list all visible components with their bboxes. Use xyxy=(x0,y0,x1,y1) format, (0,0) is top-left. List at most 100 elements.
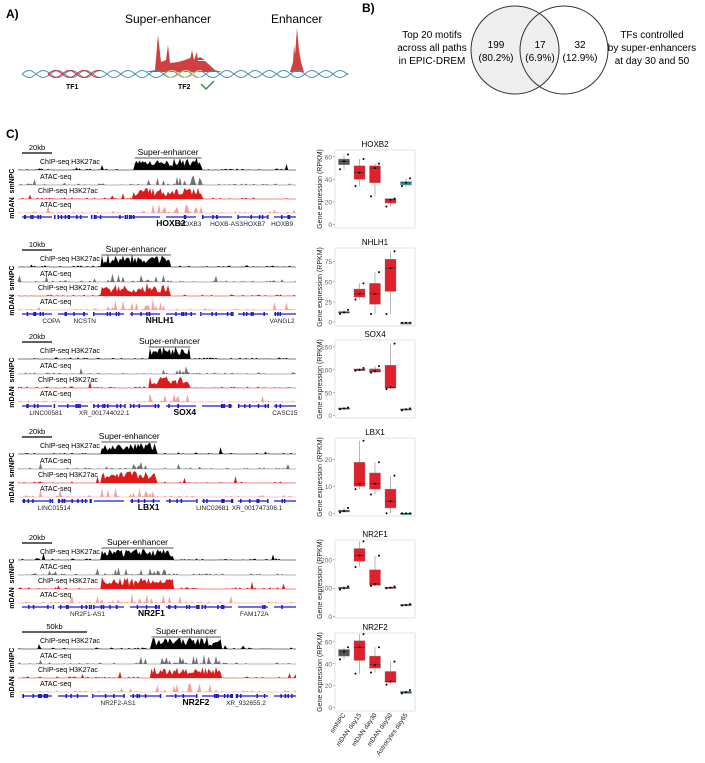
gene-label: XR_001747306.1 xyxy=(232,505,283,512)
exon-mark xyxy=(93,215,96,219)
exon-mark xyxy=(81,605,83,609)
exon-mark xyxy=(281,605,283,609)
exon-mark xyxy=(263,312,265,316)
tf2-binding-region xyxy=(164,69,203,79)
focus-gene-label: HOXB2 xyxy=(156,218,186,228)
track-label: ATAC-seq xyxy=(40,391,71,398)
track-label: ATAC-seq xyxy=(40,486,71,493)
exon-mark xyxy=(115,312,118,316)
exon-mark xyxy=(168,605,170,609)
exon-mark xyxy=(267,404,270,408)
signal-track xyxy=(17,393,296,403)
data-point xyxy=(405,321,407,324)
exon-mark xyxy=(103,404,106,408)
exon-mark xyxy=(202,499,205,503)
exon-mark xyxy=(221,499,224,503)
exon-mark xyxy=(140,312,142,316)
exon-mark xyxy=(133,404,135,408)
box-2 xyxy=(369,655,381,669)
focus-gene-label: LBX1 xyxy=(138,502,160,512)
gene-label: LINC00581 xyxy=(29,410,62,417)
panel-label-a: A) xyxy=(6,7,19,21)
exon-mark xyxy=(216,215,218,219)
exon-mark xyxy=(92,694,94,698)
signal-track xyxy=(17,637,296,650)
data-point xyxy=(343,311,345,314)
exon-mark xyxy=(280,215,283,219)
super-enhancer-label: Super-enhancer xyxy=(138,147,199,157)
exon-mark xyxy=(287,215,289,219)
exon-mark xyxy=(267,499,269,503)
cell-label-mdan: mDAN xyxy=(9,587,16,608)
exon-mark xyxy=(27,404,29,408)
track-label: ChIP-seq H3K27ac xyxy=(40,549,100,556)
exon-mark xyxy=(230,694,232,698)
data-point xyxy=(354,565,357,568)
exon-mark xyxy=(244,404,246,408)
locus-nr2f2: 50kb Super-enhancer smNPC mDAN ChIP-seq H3K2… xyxy=(9,622,297,707)
gene-label: VANGL2 xyxy=(270,318,296,325)
y-tick-label: 75 xyxy=(325,259,333,266)
exon-mark xyxy=(118,312,120,316)
y-tick-label: 40 xyxy=(325,177,333,184)
cell-label-smnpc: smNPC xyxy=(9,266,16,291)
exon-mark xyxy=(240,499,242,503)
venn-left-label: in EPIC-DREM xyxy=(399,56,466,67)
exon-mark xyxy=(264,404,267,408)
exon-mark xyxy=(47,605,49,609)
track-label: ChIP-seq H3K27ac xyxy=(40,256,100,263)
exon-mark xyxy=(51,499,54,503)
data-point xyxy=(358,368,361,371)
data-point xyxy=(347,506,349,509)
exon-mark xyxy=(39,312,42,316)
track-label: ChIP-seq H3K27ac xyxy=(38,578,98,585)
signal-track xyxy=(17,461,296,470)
exon-mark xyxy=(185,312,187,316)
exon-mark xyxy=(52,605,55,609)
venn-left-label: across all paths xyxy=(397,43,466,54)
cell-label-mdan: mDAN xyxy=(9,676,16,697)
track-label: ChIP-seq H3K27ac xyxy=(38,667,98,674)
exon-mark xyxy=(143,499,146,503)
data-point xyxy=(374,167,376,170)
super-enhancer-label: Super-enhancer xyxy=(106,244,167,254)
exon-mark xyxy=(102,404,104,408)
exon-mark xyxy=(184,215,186,219)
exon-mark xyxy=(277,312,279,316)
data-point xyxy=(354,488,357,491)
exon-mark xyxy=(237,215,239,219)
exon-mark xyxy=(93,605,95,609)
exon-mark xyxy=(258,215,261,219)
scale-label: 20kb xyxy=(29,427,45,436)
track-label: ATAC-seq xyxy=(40,458,71,465)
exon-mark xyxy=(124,404,126,408)
track-label: ATAC-seq xyxy=(40,363,71,370)
exon-mark xyxy=(186,605,188,609)
data-point xyxy=(354,369,357,372)
exon-mark xyxy=(116,404,118,408)
exon-mark xyxy=(43,694,46,698)
data-point xyxy=(374,582,376,585)
track-label: ChIP-seq H3K27ac xyxy=(38,377,98,384)
data-point xyxy=(401,512,403,515)
data-point xyxy=(385,512,388,515)
box-0 xyxy=(338,649,350,657)
exon-mark xyxy=(61,499,64,503)
exon-mark xyxy=(88,605,91,609)
data-point xyxy=(389,198,392,201)
exon-mark xyxy=(245,312,248,316)
y-tick-label: 10 xyxy=(325,484,333,491)
exon-mark xyxy=(67,215,70,219)
data-point xyxy=(393,474,396,477)
data-point xyxy=(385,388,388,391)
exon-mark xyxy=(257,404,260,408)
gene-label: NCSTN xyxy=(74,318,97,325)
exon-mark xyxy=(68,215,71,219)
box-3 xyxy=(384,365,397,389)
data-point xyxy=(393,585,396,588)
exon-mark xyxy=(222,404,224,408)
exon-mark xyxy=(281,499,284,503)
exon-mark xyxy=(32,605,35,609)
